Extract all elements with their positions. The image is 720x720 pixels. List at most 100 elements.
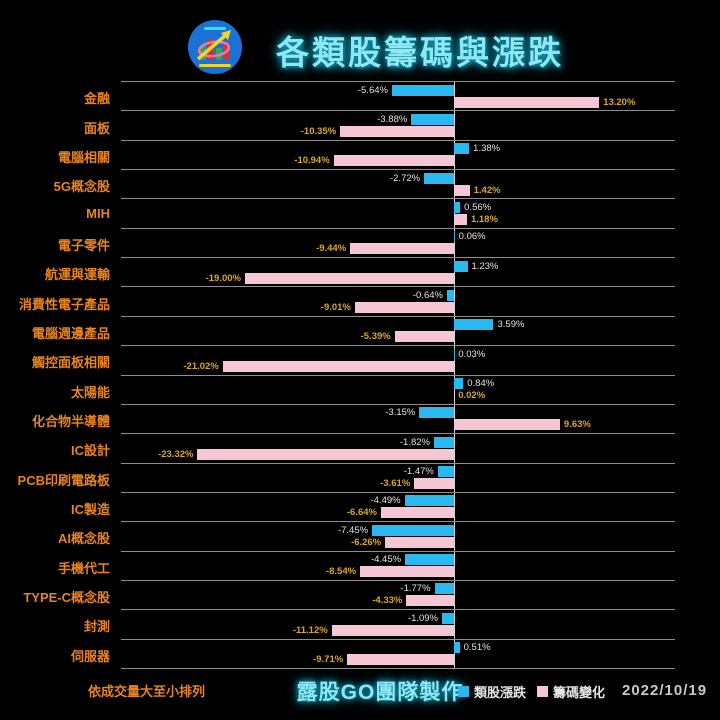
bar-chip-change bbox=[245, 272, 454, 284]
row-separator-line bbox=[121, 139, 675, 141]
row-separator-line bbox=[121, 433, 675, 435]
chart-row: 航運與運輸 1.23% -19.00% bbox=[0, 257, 720, 286]
row-separator-line bbox=[121, 81, 675, 82]
bar-chip-change bbox=[222, 360, 454, 372]
legend-label: 類股漲跌 bbox=[474, 684, 527, 700]
legend-item-chip-change: 籌碼變化 bbox=[537, 684, 605, 700]
bar-sector-change bbox=[404, 495, 454, 507]
page-title: 各類股籌碼與漲跌 bbox=[276, 34, 564, 71]
value-label: -1.77% bbox=[400, 583, 431, 595]
legend-item-sector-change: 類股漲跌 bbox=[458, 684, 527, 700]
value-label: -1.09% bbox=[407, 612, 439, 624]
category-label: 消費性電子產品 bbox=[18, 296, 110, 312]
bar-sector-change bbox=[446, 289, 454, 301]
value-label: -21.02% bbox=[183, 360, 219, 372]
bar-sector-change bbox=[419, 407, 454, 419]
value-label: -0.64% bbox=[412, 289, 443, 301]
legend-swatch-pink bbox=[537, 685, 548, 697]
category-label: 電腦週邊產品 bbox=[31, 325, 110, 341]
bar-sector-change bbox=[454, 143, 470, 155]
row-separator-line bbox=[121, 227, 675, 229]
bar-sector-change bbox=[454, 260, 468, 272]
chart-row: 封測 -1.09% -11.12% bbox=[0, 609, 720, 638]
value-label: 0.06% bbox=[458, 231, 486, 243]
category-label: 金融 bbox=[83, 91, 110, 107]
category-label: IC設計 bbox=[70, 443, 110, 459]
value-label: -9.71% bbox=[313, 654, 344, 666]
bar-sector-change bbox=[442, 612, 454, 624]
category-label: AI概念股 bbox=[57, 531, 110, 547]
value-label: -1.47% bbox=[403, 466, 434, 478]
row-separator-line bbox=[121, 550, 675, 552]
bar-chip-change bbox=[340, 125, 454, 137]
bar-chip-change bbox=[331, 624, 454, 636]
row-separator-line bbox=[121, 403, 675, 405]
category-label: 5G概念股 bbox=[53, 179, 110, 195]
chart-row: 消費性電子產品 -0.64% -9.01% bbox=[0, 286, 720, 315]
category-label: 伺服器 bbox=[70, 648, 110, 664]
category-label: 面板 bbox=[83, 120, 110, 136]
value-label: -4.33% bbox=[372, 595, 403, 607]
value-label: -6.26% bbox=[351, 536, 382, 548]
value-label: 1.23% bbox=[471, 260, 499, 272]
bar-chip-change bbox=[454, 184, 470, 196]
category-label: 化合物半導體 bbox=[31, 414, 110, 430]
row-separator-line bbox=[121, 491, 675, 493]
value-label: -8.54% bbox=[325, 566, 357, 578]
value-label: 0.02% bbox=[458, 390, 486, 401]
row-separator-line bbox=[121, 462, 675, 464]
chart-row: 觸控面板相關 0.03% -21.02% bbox=[0, 345, 720, 374]
value-label: -5.39% bbox=[360, 331, 391, 343]
value-label: -4.45% bbox=[370, 554, 402, 566]
category-label: 航運與運輸 bbox=[44, 267, 110, 283]
value-label: -19.00% bbox=[205, 272, 241, 284]
row-separator-line bbox=[121, 198, 675, 200]
value-label: 9.63% bbox=[563, 419, 591, 431]
value-label: 0.51% bbox=[463, 642, 491, 654]
value-label: -3.15% bbox=[385, 407, 416, 419]
value-label: -9.01% bbox=[320, 301, 351, 313]
value-label: 0.84% bbox=[467, 378, 495, 389]
chart-row: 太陽能 0.84% 0.02% bbox=[0, 374, 720, 404]
category-label: IC製造 bbox=[70, 502, 110, 518]
value-label: 3.59% bbox=[497, 319, 525, 331]
category-label: 電子零件 bbox=[57, 237, 110, 253]
value-label: 1.38% bbox=[473, 143, 501, 155]
sort-note: 依成交量大至小排列 bbox=[88, 684, 206, 699]
value-label: -3.61% bbox=[380, 478, 411, 490]
bar-chip-change bbox=[406, 595, 454, 607]
chart-row: 電子零件 0.06% -9.44% bbox=[0, 227, 720, 257]
row-separator-line bbox=[121, 315, 675, 317]
value-label: 0.03% bbox=[458, 348, 486, 360]
category-label: 電腦相關 bbox=[57, 149, 110, 165]
row-separator-line bbox=[121, 110, 675, 112]
row-separator-line bbox=[121, 257, 675, 259]
row-separator-line bbox=[121, 668, 675, 669]
chart-row: 金融 -5.64% 13.20% bbox=[0, 81, 720, 110]
chart-row: 伺服器 0.51% -9.71% bbox=[0, 638, 720, 668]
bar-sector-change bbox=[434, 583, 454, 595]
chart-row: 手機代工 -4.45% -8.54% bbox=[0, 550, 720, 580]
legend-swatch-cyan bbox=[458, 685, 469, 697]
bar-chip-change bbox=[394, 331, 454, 343]
bar-sector-change bbox=[372, 524, 454, 536]
bar-sector-change bbox=[433, 436, 454, 448]
bar-sector-change bbox=[391, 84, 454, 96]
bar-sector-change bbox=[424, 172, 454, 184]
chart-row: 電腦相關 1.38% -10.94% bbox=[0, 139, 720, 169]
category-label: 觸控面板相關 bbox=[31, 355, 110, 371]
credit-text: 露股GO團隊製作 bbox=[296, 681, 464, 704]
bar-chip-change bbox=[350, 243, 454, 255]
category-label: MIH bbox=[86, 205, 110, 221]
category-label: 手機代工 bbox=[57, 560, 110, 576]
row-separator-line bbox=[121, 286, 675, 288]
bar-sector-change bbox=[454, 231, 455, 243]
bar-chip-change bbox=[354, 301, 454, 313]
value-label: -5.64% bbox=[357, 84, 388, 96]
value-label: -7.45% bbox=[337, 524, 369, 536]
value-label: -10.35% bbox=[300, 125, 337, 137]
value-label: 0.56% bbox=[464, 201, 492, 213]
chart-row: 5G概念股 -2.72% 1.42% bbox=[0, 169, 720, 198]
category-label: PCB印刷電路板 bbox=[17, 472, 110, 488]
